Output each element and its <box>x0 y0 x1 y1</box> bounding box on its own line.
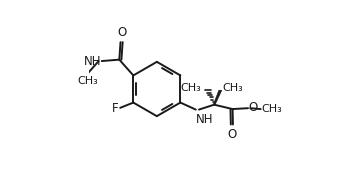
Text: F: F <box>112 102 118 115</box>
Text: NH: NH <box>84 55 101 68</box>
Text: O: O <box>249 101 258 114</box>
Text: O: O <box>117 26 127 39</box>
Text: CH₃: CH₃ <box>261 104 282 114</box>
Polygon shape <box>213 90 222 105</box>
Text: CH₃: CH₃ <box>180 83 201 93</box>
Text: O: O <box>227 128 236 141</box>
Text: CH₃: CH₃ <box>78 76 98 86</box>
Text: CH₃: CH₃ <box>222 83 243 93</box>
Text: NH: NH <box>196 113 214 126</box>
